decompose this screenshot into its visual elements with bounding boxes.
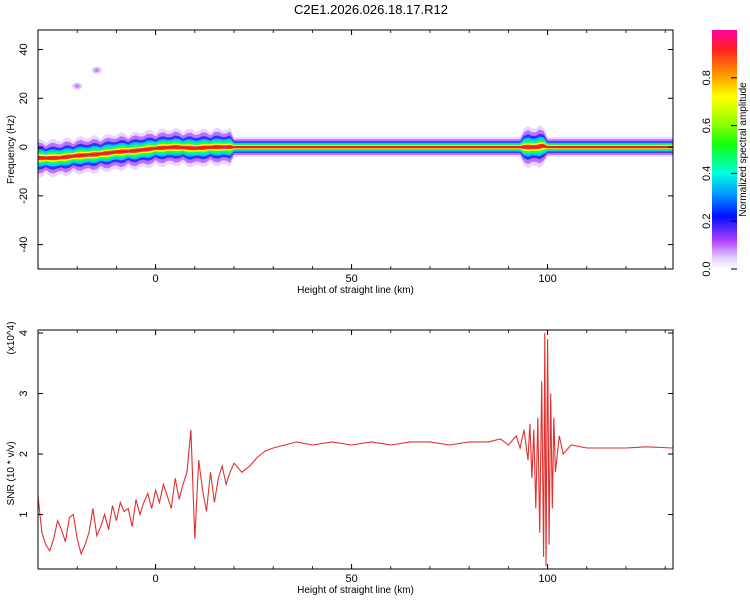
snr-x-axis-label: Height of straight line (km): [297, 585, 414, 596]
snr-axes: 0 50 100 1 2 3 4: [18, 329, 674, 585]
heatmap-blip-inner: [74, 84, 80, 88]
snr-y-tick-label: 2: [18, 451, 30, 457]
snr-y-tick-label: 4: [18, 330, 30, 336]
snr-y-axis-label: SNR (10 * v/v): [6, 441, 17, 505]
spectrogram-y-axis-label: Frequency (Hz): [6, 115, 17, 184]
snr-x-tick-label: 0: [153, 573, 159, 585]
heatmap-ridge-line: [38, 145, 673, 159]
snr-y-tick-label: 3: [18, 390, 30, 396]
spectrogram-heatmap: [38, 66, 673, 178]
snr-background: [38, 330, 673, 569]
snr-x-tick-label: 50: [345, 573, 357, 585]
spectrogram-x-tick-label: 50: [345, 273, 357, 285]
figure-title: C2E1.2026.026.18.17.R12: [294, 2, 448, 17]
heatmap-blip-inner: [94, 68, 100, 73]
spectrogram-x-axis-label: Height of straight line (km): [297, 285, 414, 296]
colorbar: 0.0 0.2 0.4 0.6 0.8 Normalized spectral ampl…: [701, 30, 749, 277]
spectrogram-y-tick-label: 0: [18, 144, 30, 150]
colorbar-tick-label: 0.0: [701, 261, 713, 276]
colorbar-tick-label: 0.6: [701, 118, 713, 133]
colorbar-tick-label: 0.4: [701, 166, 713, 181]
spectrogram-x-tick-label: 100: [538, 273, 556, 285]
colorbar-label: Normalized spectral amplitude: [738, 82, 749, 217]
snr-series-line: [37, 332, 674, 567]
spectrogram-frame: [37, 29, 674, 270]
snr-x-tick-label: 100: [538, 573, 556, 585]
snr-y-tick-label: 1: [18, 511, 30, 517]
spectrogram-y-tick-label: 20: [18, 92, 30, 104]
colorbar-tick-label: 0.8: [701, 70, 713, 85]
snr-y-scale-label: (x10^4): [6, 321, 17, 354]
snr-frame: [37, 329, 674, 570]
colorbar-tick-label: 0.2: [701, 214, 713, 229]
spectrogram-x-tick-label: 0: [153, 273, 159, 285]
spectrogram-y-tick-label: -40: [18, 237, 30, 253]
spectrogram-y-tick-label: 40: [18, 43, 30, 55]
spectrogram-panel: 0 50 100 -40 -20 0 20 40 Height of straight lin…: [6, 29, 674, 296]
spectrogram-axes: 0 50 100 -40 -20 0 20 40: [18, 29, 674, 285]
colorbar-ticks: 0.0 0.2 0.4 0.6 0.8: [701, 70, 737, 277]
colorbar-gradient: [712, 30, 737, 269]
spectrogram-y-tick-label: -20: [18, 188, 30, 204]
